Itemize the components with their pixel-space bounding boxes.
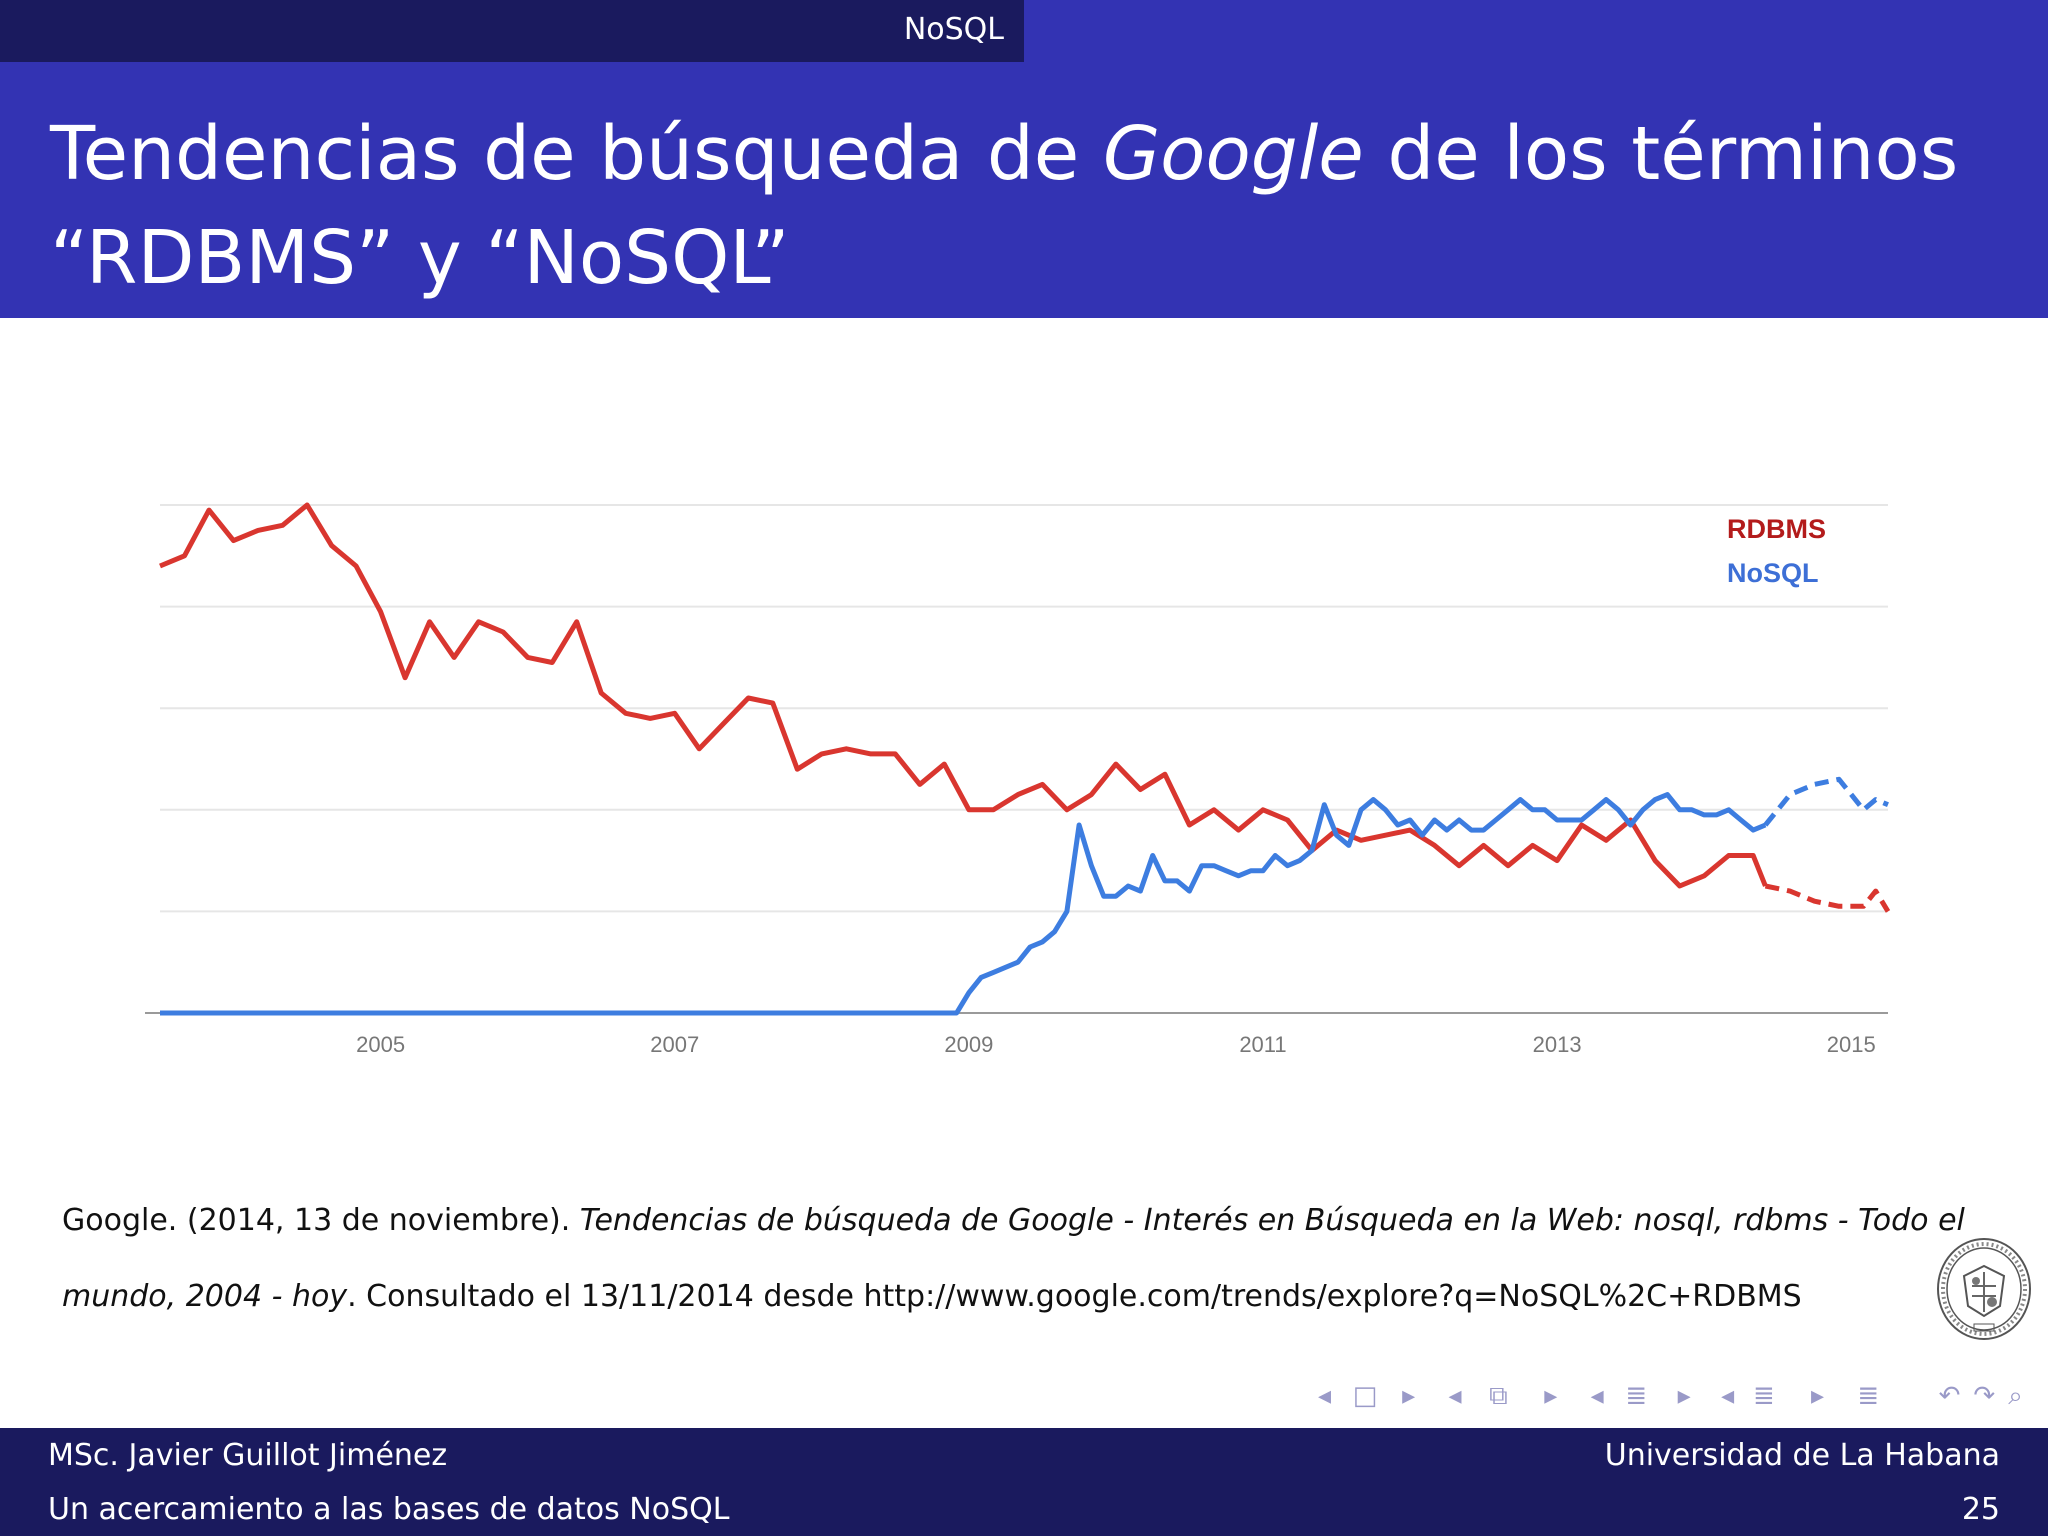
citation-work-title: Tendencias de búsqueda de Google - Inter…: [62, 1203, 1965, 1314]
headline-left-panel: NoSQL: [0, 0, 1024, 62]
title-line2: “RDBMS” y “NoSQL”: [50, 215, 790, 301]
chart-x-ticks: 2005 2007 2009 2011 2013 2015: [356, 1032, 1876, 1057]
nav-next-subsection[interactable]: ▸: [1544, 1381, 1558, 1411]
series-line-nosql-projection: [1763, 776, 1889, 827]
footer-page-number: 25: [1961, 1492, 2000, 1527]
chart-grid: [145, 504, 1888, 1014]
series-line-rdbms-projection: [1764, 883, 1891, 913]
chart-legend: RDBMS NoSQL: [1727, 514, 1826, 588]
nav-outline-icon[interactable]: ≣: [1857, 1381, 1880, 1411]
x-tick-label: 2011: [1239, 1032, 1286, 1057]
nav-next-section[interactable]: ▸: [1677, 1381, 1691, 1411]
citation-author: Google. (2014, 13 de noviembre).: [62, 1203, 580, 1238]
chart-series: [159, 502, 1891, 1016]
nav-next-frame[interactable]: ▸: [1402, 1381, 1416, 1411]
series-line-rdbms: [159, 502, 1768, 889]
nav-subsection-icon[interactable]: ⧉: [1489, 1381, 1508, 1411]
footer-talk-title: Un acercamiento a las bases de datos NoS…: [48, 1492, 730, 1527]
nav-section-icon[interactable]: ≣: [1625, 1381, 1648, 1411]
beamer-navigation: ◂ □ ▸ ◂ ⧉ ▸ ◂ ≣ ▸ ◂ ≣ ▸ ≣ ↶ ↷ ⌕: [1318, 1378, 2038, 1414]
nav-search-icon[interactable]: ⌕: [2008, 1381, 2023, 1411]
headline-bar: NoSQL: [0, 0, 2048, 62]
nav-prev-section[interactable]: ◂: [1590, 1381, 1604, 1411]
title-line1-post: de los términos: [1363, 111, 1959, 197]
citation-rest: . Consultado el 13/11/2014 desde http://…: [347, 1279, 1802, 1314]
footer-author: MSc. Javier Guillot Jiménez: [48, 1438, 448, 1473]
series-line-nosql: [160, 792, 1767, 1016]
nav-part-icon[interactable]: ≣: [1753, 1381, 1775, 1411]
footer-row-1: MSc. Javier Guillot Jiménez Universidad …: [0, 1428, 2048, 1482]
nav-prev-frame[interactable]: ◂: [1318, 1381, 1332, 1411]
nav-back-icon[interactable]: ↶: [1938, 1381, 1961, 1411]
trends-chart: 2005 2007 2009 2011 2013 2015 RDBMS NoSQL: [145, 502, 1891, 1057]
title-band: Tendencias de búsqueda de Google de los …: [0, 62, 2048, 318]
nav-forward-icon[interactable]: ↷: [1973, 1381, 1996, 1411]
title-line1-italic: Google: [1102, 111, 1364, 197]
citation: Google. (2014, 13 de noviembre). Tendenc…: [62, 1183, 1992, 1335]
x-tick-label: 2009: [944, 1032, 993, 1057]
slide-title: Tendencias de búsqueda de Google de los …: [50, 102, 2010, 310]
footer-row-2: Un acercamiento a las bases de datos NoS…: [0, 1482, 2048, 1536]
x-tick-label: 2007: [650, 1032, 699, 1057]
x-tick-label: 2015: [1827, 1032, 1876, 1057]
section-name[interactable]: NoSQL: [903, 12, 1004, 47]
legend-entry-nosql: NoSQL: [1727, 558, 1819, 588]
footer-institution: Universidad de La Habana: [1604, 1438, 2000, 1473]
headline-right-panel: [1024, 0, 2048, 62]
legend-entry-rdbms: RDBMS: [1727, 514, 1826, 544]
nav-prev-part[interactable]: ◂: [1721, 1381, 1735, 1411]
title-line1-pre: Tendencias de búsqueda de: [50, 111, 1103, 197]
university-seal-icon: [1937, 1238, 2031, 1340]
x-tick-label: 2013: [1533, 1032, 1582, 1057]
x-tick-label: 2005: [356, 1032, 405, 1057]
nav-frame-icon[interactable]: □: [1352, 1381, 1378, 1411]
nav-next-part[interactable]: ▸: [1811, 1381, 1825, 1411]
nav-prev-subsection[interactable]: ◂: [1448, 1381, 1462, 1411]
